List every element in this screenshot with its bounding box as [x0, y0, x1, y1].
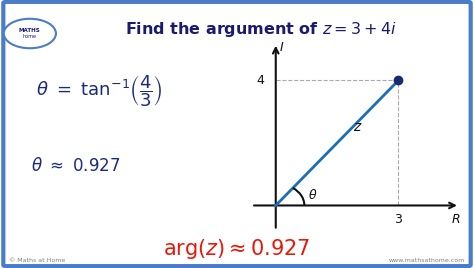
Text: home: home — [23, 34, 37, 39]
Text: www.mathsathome.com: www.mathsathome.com — [388, 258, 465, 263]
Text: $\theta$: $\theta$ — [308, 188, 317, 202]
Text: Find the argument of $z = 3 + 4i$: Find the argument of $z = 3 + 4i$ — [125, 20, 397, 39]
Text: $\theta\ \approx\ 0.927$: $\theta\ \approx\ 0.927$ — [31, 157, 120, 175]
Circle shape — [4, 19, 56, 48]
Text: R: R — [451, 213, 460, 226]
Text: 3: 3 — [394, 213, 402, 226]
Text: I: I — [280, 41, 284, 54]
Text: $\theta\ =\ \tan^{-1}\!\left(\dfrac{4}{3}\right)$: $\theta\ =\ \tan^{-1}\!\left(\dfrac{4}{3… — [36, 73, 163, 109]
Text: 4: 4 — [256, 74, 264, 87]
Text: MATHS: MATHS — [19, 28, 41, 33]
Text: $z$: $z$ — [353, 120, 362, 134]
Text: $\mathrm{arg}(z) \approx 0.927$: $\mathrm{arg}(z) \approx 0.927$ — [164, 237, 310, 261]
Text: © Maths at Home: © Maths at Home — [9, 258, 66, 263]
FancyBboxPatch shape — [3, 2, 471, 266]
